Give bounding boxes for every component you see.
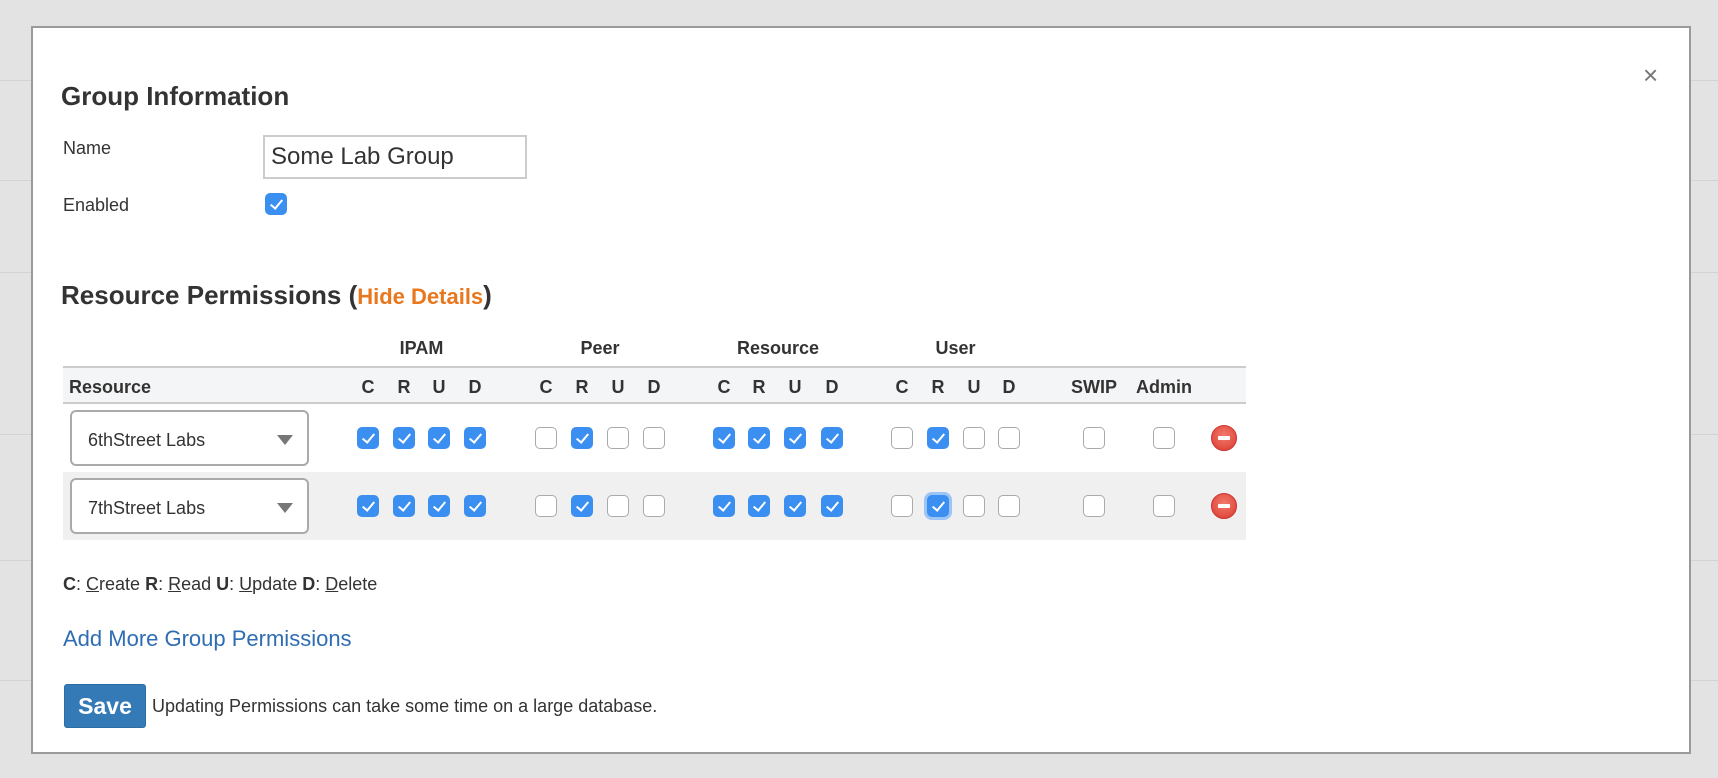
admin-checkbox[interactable] xyxy=(1153,427,1175,449)
name-label: Name xyxy=(63,138,112,158)
ipam-c-checkbox[interactable] xyxy=(357,427,379,449)
user-d-checkbox[interactable] xyxy=(998,495,1020,517)
resource_perm-d-checkbox[interactable] xyxy=(821,495,843,517)
crud-header: D xyxy=(825,377,839,397)
resource-select[interactable]: 6thStreet Labs xyxy=(70,410,309,466)
resource_perm-r-checkbox[interactable] xyxy=(748,495,770,517)
enabled-label: Enabled xyxy=(63,195,130,215)
chevron-down-icon xyxy=(277,435,293,445)
user-c-checkbox[interactable] xyxy=(891,427,913,449)
user-r-checkbox[interactable] xyxy=(927,495,949,517)
peer-r-checkbox[interactable] xyxy=(571,427,593,449)
peer-c-checkbox[interactable] xyxy=(535,495,557,517)
ipam-c-checkbox[interactable] xyxy=(357,495,379,517)
legend-key: C xyxy=(63,574,76,594)
save-note: Updating Permissions can take some time … xyxy=(152,696,658,716)
ipam-d-checkbox[interactable] xyxy=(464,495,486,517)
ipam-u-checkbox[interactable] xyxy=(428,495,450,517)
crud-header: C xyxy=(539,377,553,397)
user-u-checkbox[interactable] xyxy=(963,427,985,449)
crud-header: U xyxy=(788,377,802,397)
permissions-title-text: Resource Permissions ( xyxy=(61,280,358,310)
group-modal: × Group Information Name Enabled Resourc… xyxy=(31,26,1691,754)
save-button[interactable]: Save xyxy=(64,684,146,728)
swip-checkbox[interactable] xyxy=(1083,495,1105,517)
group-header-peer: Peer xyxy=(580,338,620,358)
remove-row-icon[interactable] xyxy=(1211,493,1237,519)
legend-key: D xyxy=(302,574,316,594)
legend-word-initial: U xyxy=(239,574,253,594)
crud-header: R xyxy=(752,377,766,397)
legend-word-initial: D xyxy=(325,574,339,594)
peer-u-checkbox[interactable] xyxy=(607,427,629,449)
group-header-user: User xyxy=(935,338,976,358)
close-icon[interactable]: × xyxy=(1643,60,1659,90)
swip-checkbox[interactable] xyxy=(1083,427,1105,449)
ipam-d-checkbox[interactable] xyxy=(464,427,486,449)
legend-key: U xyxy=(216,574,230,594)
resource-select-value: 6thStreet Labs xyxy=(88,430,206,450)
remove-row-icon[interactable] xyxy=(1211,425,1237,451)
table-row: 6thStreet Labs xyxy=(63,404,1246,472)
group-header-ipam: IPAM xyxy=(399,338,444,358)
enabled-checkbox[interactable] xyxy=(265,193,287,215)
legend-word-rest: ead xyxy=(181,574,212,594)
peer-d-checkbox[interactable] xyxy=(643,495,665,517)
user-d-checkbox[interactable] xyxy=(998,427,1020,449)
resource_perm-c-checkbox[interactable] xyxy=(713,427,735,449)
user-r-checkbox[interactable] xyxy=(927,427,949,449)
legend-word-rest: pdate xyxy=(252,574,298,594)
hide-details-link[interactable]: Hide Details xyxy=(357,284,484,309)
crud-header: C xyxy=(895,377,909,397)
add-more-permissions-link[interactable]: Add More Group Permissions xyxy=(63,626,352,651)
permissions-title: Resource Permissions (Hide Details) xyxy=(61,280,492,311)
crud-header: D xyxy=(1002,377,1016,397)
user-u-checkbox[interactable] xyxy=(963,495,985,517)
crud-legend: C: Create R: Read U: Update D: Delete xyxy=(63,574,378,594)
ipam-r-checkbox[interactable] xyxy=(393,495,415,517)
crud-header: U xyxy=(432,377,446,397)
crud-header: C xyxy=(717,377,731,397)
legend-key: R xyxy=(145,574,159,594)
admin-checkbox[interactable] xyxy=(1153,495,1175,517)
crud-header: D xyxy=(647,377,661,397)
legend-word-initial: C xyxy=(86,574,100,594)
peer-r-checkbox[interactable] xyxy=(571,495,593,517)
resource_perm-d-checkbox[interactable] xyxy=(821,427,843,449)
legend-word-rest: elete xyxy=(338,574,378,594)
legend-word-rest: reate xyxy=(99,574,141,594)
table-row: 7thStreet Labs xyxy=(63,472,1246,540)
admin-header: Admin xyxy=(1136,377,1192,397)
resource_perm-c-checkbox[interactable] xyxy=(713,495,735,517)
crud-header: U xyxy=(967,377,981,397)
resource-select[interactable]: 7thStreet Labs xyxy=(70,478,309,534)
crud-header: C xyxy=(361,377,375,397)
table-header: Resource C R U D C R U D C R U D C R U D SWIP Admin xyxy=(63,366,1246,404)
resource_perm-r-checkbox[interactable] xyxy=(748,427,770,449)
group-info-title: Group Information xyxy=(61,81,290,111)
resource_perm-u-checkbox[interactable] xyxy=(784,427,806,449)
resource-header: Resource xyxy=(69,377,152,397)
name-input[interactable] xyxy=(263,135,527,179)
ipam-r-checkbox[interactable] xyxy=(393,427,415,449)
crud-header: R xyxy=(397,377,411,397)
resource_perm-u-checkbox[interactable] xyxy=(784,495,806,517)
swip-header: SWIP xyxy=(1070,377,1118,397)
crud-header: R xyxy=(575,377,589,397)
user-c-checkbox[interactable] xyxy=(891,495,913,517)
ipam-u-checkbox[interactable] xyxy=(428,427,450,449)
chevron-down-icon xyxy=(277,503,293,513)
crud-header: R xyxy=(931,377,945,397)
resource-select-value: 7thStreet Labs xyxy=(88,498,206,518)
peer-c-checkbox[interactable] xyxy=(535,427,557,449)
permissions-title-end: ) xyxy=(483,280,492,310)
crud-header: U xyxy=(611,377,625,397)
peer-d-checkbox[interactable] xyxy=(643,427,665,449)
peer-u-checkbox[interactable] xyxy=(607,495,629,517)
crud-header: D xyxy=(468,377,482,397)
legend-word-initial: R xyxy=(168,574,182,594)
group-header-resource: Resource xyxy=(736,338,820,358)
